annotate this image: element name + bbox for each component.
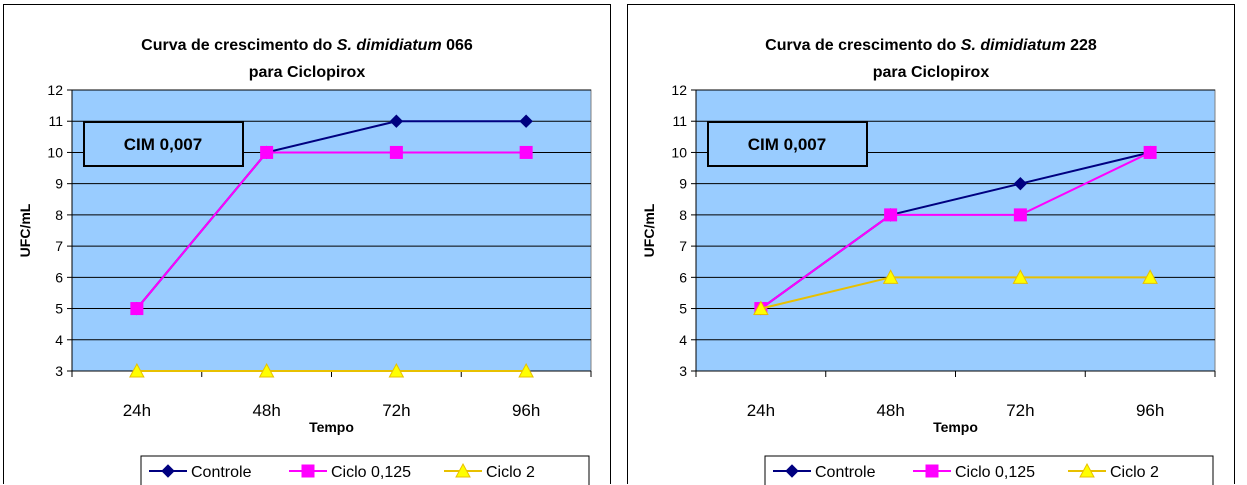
y-tick-label: 4	[679, 332, 687, 348]
chart-title-strain: 066	[442, 37, 473, 54]
y-tick-label: 10	[671, 144, 687, 160]
chart-svg: Curva de crescimento do S. dimidiatum 22…	[641, 37, 1216, 485]
legend: Controle Ciclo 0,125 Ciclo 2	[140, 455, 590, 485]
data-point	[1013, 176, 1028, 191]
legend-marker	[925, 464, 939, 478]
legend-marker	[1079, 462, 1095, 478]
series-line	[760, 151, 1151, 310]
annotation-text: CIM 0,007	[748, 135, 826, 154]
legend-entry: Ciclo 2	[486, 464, 535, 481]
y-tick-label: 11	[48, 113, 63, 129]
legend-box	[764, 455, 1214, 485]
annotation-text: CIM 0,007	[124, 135, 202, 154]
chart-panel-066: Curva de crescimento do S. dimidiatum 06…	[3, 4, 611, 485]
chart-title-strain: 228	[1066, 37, 1097, 54]
data-point	[1142, 269, 1158, 284]
legend-entry: Controle	[815, 464, 876, 481]
chart-title-prefix: Curva de crescimento do	[765, 37, 961, 54]
x-tick-label: 48h	[876, 401, 904, 420]
data-point	[389, 114, 404, 128]
y-axis-title: UFC/mL	[17, 203, 33, 257]
chart-title-line2: para Ciclopirox	[249, 64, 366, 81]
series-ciclo-0-125	[754, 145, 1157, 316]
legend-entry: Ciclo 2	[1110, 464, 1159, 481]
x-tick-label: 96h	[1136, 401, 1164, 420]
legend-marker	[785, 464, 799, 478]
x-tick-label: 72h	[382, 401, 410, 420]
series-line	[136, 151, 527, 310]
chart-title-species: S. dimidiatum	[337, 37, 442, 54]
plot-area	[695, 89, 1216, 372]
x-tick-label: 48h	[252, 401, 280, 420]
series-ciclo-2	[129, 362, 534, 378]
y-tick-label: 3	[55, 363, 63, 379]
chart-panel-228: Curva de crescimento do S. dimidiatum 22…	[627, 4, 1235, 485]
legend-entry: Ciclo 0,125	[331, 464, 411, 481]
chart-title-prefix: Curva de crescimento do	[141, 37, 337, 54]
y-tick-label: 6	[679, 269, 687, 285]
x-axis-title: Tempo	[933, 419, 978, 435]
data-point	[260, 145, 274, 159]
series-ciclo-2	[753, 269, 1158, 316]
x-axis-title: Tempo	[309, 419, 354, 435]
data-point	[129, 362, 145, 378]
y-tick-label: 9	[55, 176, 63, 192]
legend-marker	[455, 462, 471, 478]
y-tick-label: 7	[55, 238, 63, 254]
y-tick-label: 3	[679, 363, 687, 379]
annotation-box	[707, 121, 868, 167]
series-line	[760, 276, 1151, 310]
y-tick-label: 12	[671, 82, 687, 98]
y-tick-label: 4	[55, 332, 63, 348]
data-point	[1012, 269, 1029, 284]
data-point	[882, 269, 899, 284]
y-tick-label: 5	[55, 301, 63, 317]
legend-entry: Ciclo 0,125	[955, 464, 1035, 481]
chart-title-line1: Curva de crescimento do S. dimidiatum 22…	[765, 37, 1097, 54]
y-tick-label: 10	[47, 144, 63, 160]
data-point	[389, 145, 403, 159]
y-axis-title: UFC/mL	[641, 203, 657, 257]
data-point	[130, 302, 144, 316]
x-tick-label: 96h	[512, 401, 540, 420]
y-tick-label: 7	[679, 238, 687, 254]
x-tick-label: 24h	[747, 401, 775, 420]
data-point	[1143, 145, 1157, 159]
data-point	[884, 208, 898, 222]
data-point	[753, 300, 769, 316]
y-tick-label: 9	[679, 176, 687, 192]
series-ciclo-0-125	[130, 145, 533, 316]
data-point	[519, 114, 533, 128]
chart-svg: Curva de crescimento do S. dimidiatum 06…	[17, 37, 592, 485]
chart-title-species: S. dimidiatum	[961, 37, 1066, 54]
legend-marker	[161, 464, 175, 478]
y-tick-label: 8	[55, 207, 63, 223]
y-tick-label: 11	[672, 113, 687, 129]
data-point	[518, 362, 534, 378]
data-point	[519, 145, 533, 159]
y-tick-label: 5	[679, 301, 687, 317]
legend-box	[140, 455, 590, 485]
x-tick-label: 72h	[1006, 401, 1034, 420]
data-point	[388, 362, 405, 378]
legend-entry: Controle	[191, 464, 252, 481]
y-tick-label: 12	[47, 82, 63, 98]
annotation-box	[83, 121, 244, 167]
chart-title-line1: Curva de crescimento do S. dimidiatum 06…	[141, 37, 473, 54]
chart-title-line2: para Ciclopirox	[873, 64, 990, 81]
y-tick-label: 8	[679, 207, 687, 223]
legend-marker	[301, 464, 315, 478]
data-point	[1013, 208, 1027, 222]
x-tick-label: 24h	[123, 401, 151, 420]
y-tick-label: 6	[55, 269, 63, 285]
legend: Controle Ciclo 0,125 Ciclo 2	[764, 455, 1214, 485]
data-point	[258, 362, 275, 378]
